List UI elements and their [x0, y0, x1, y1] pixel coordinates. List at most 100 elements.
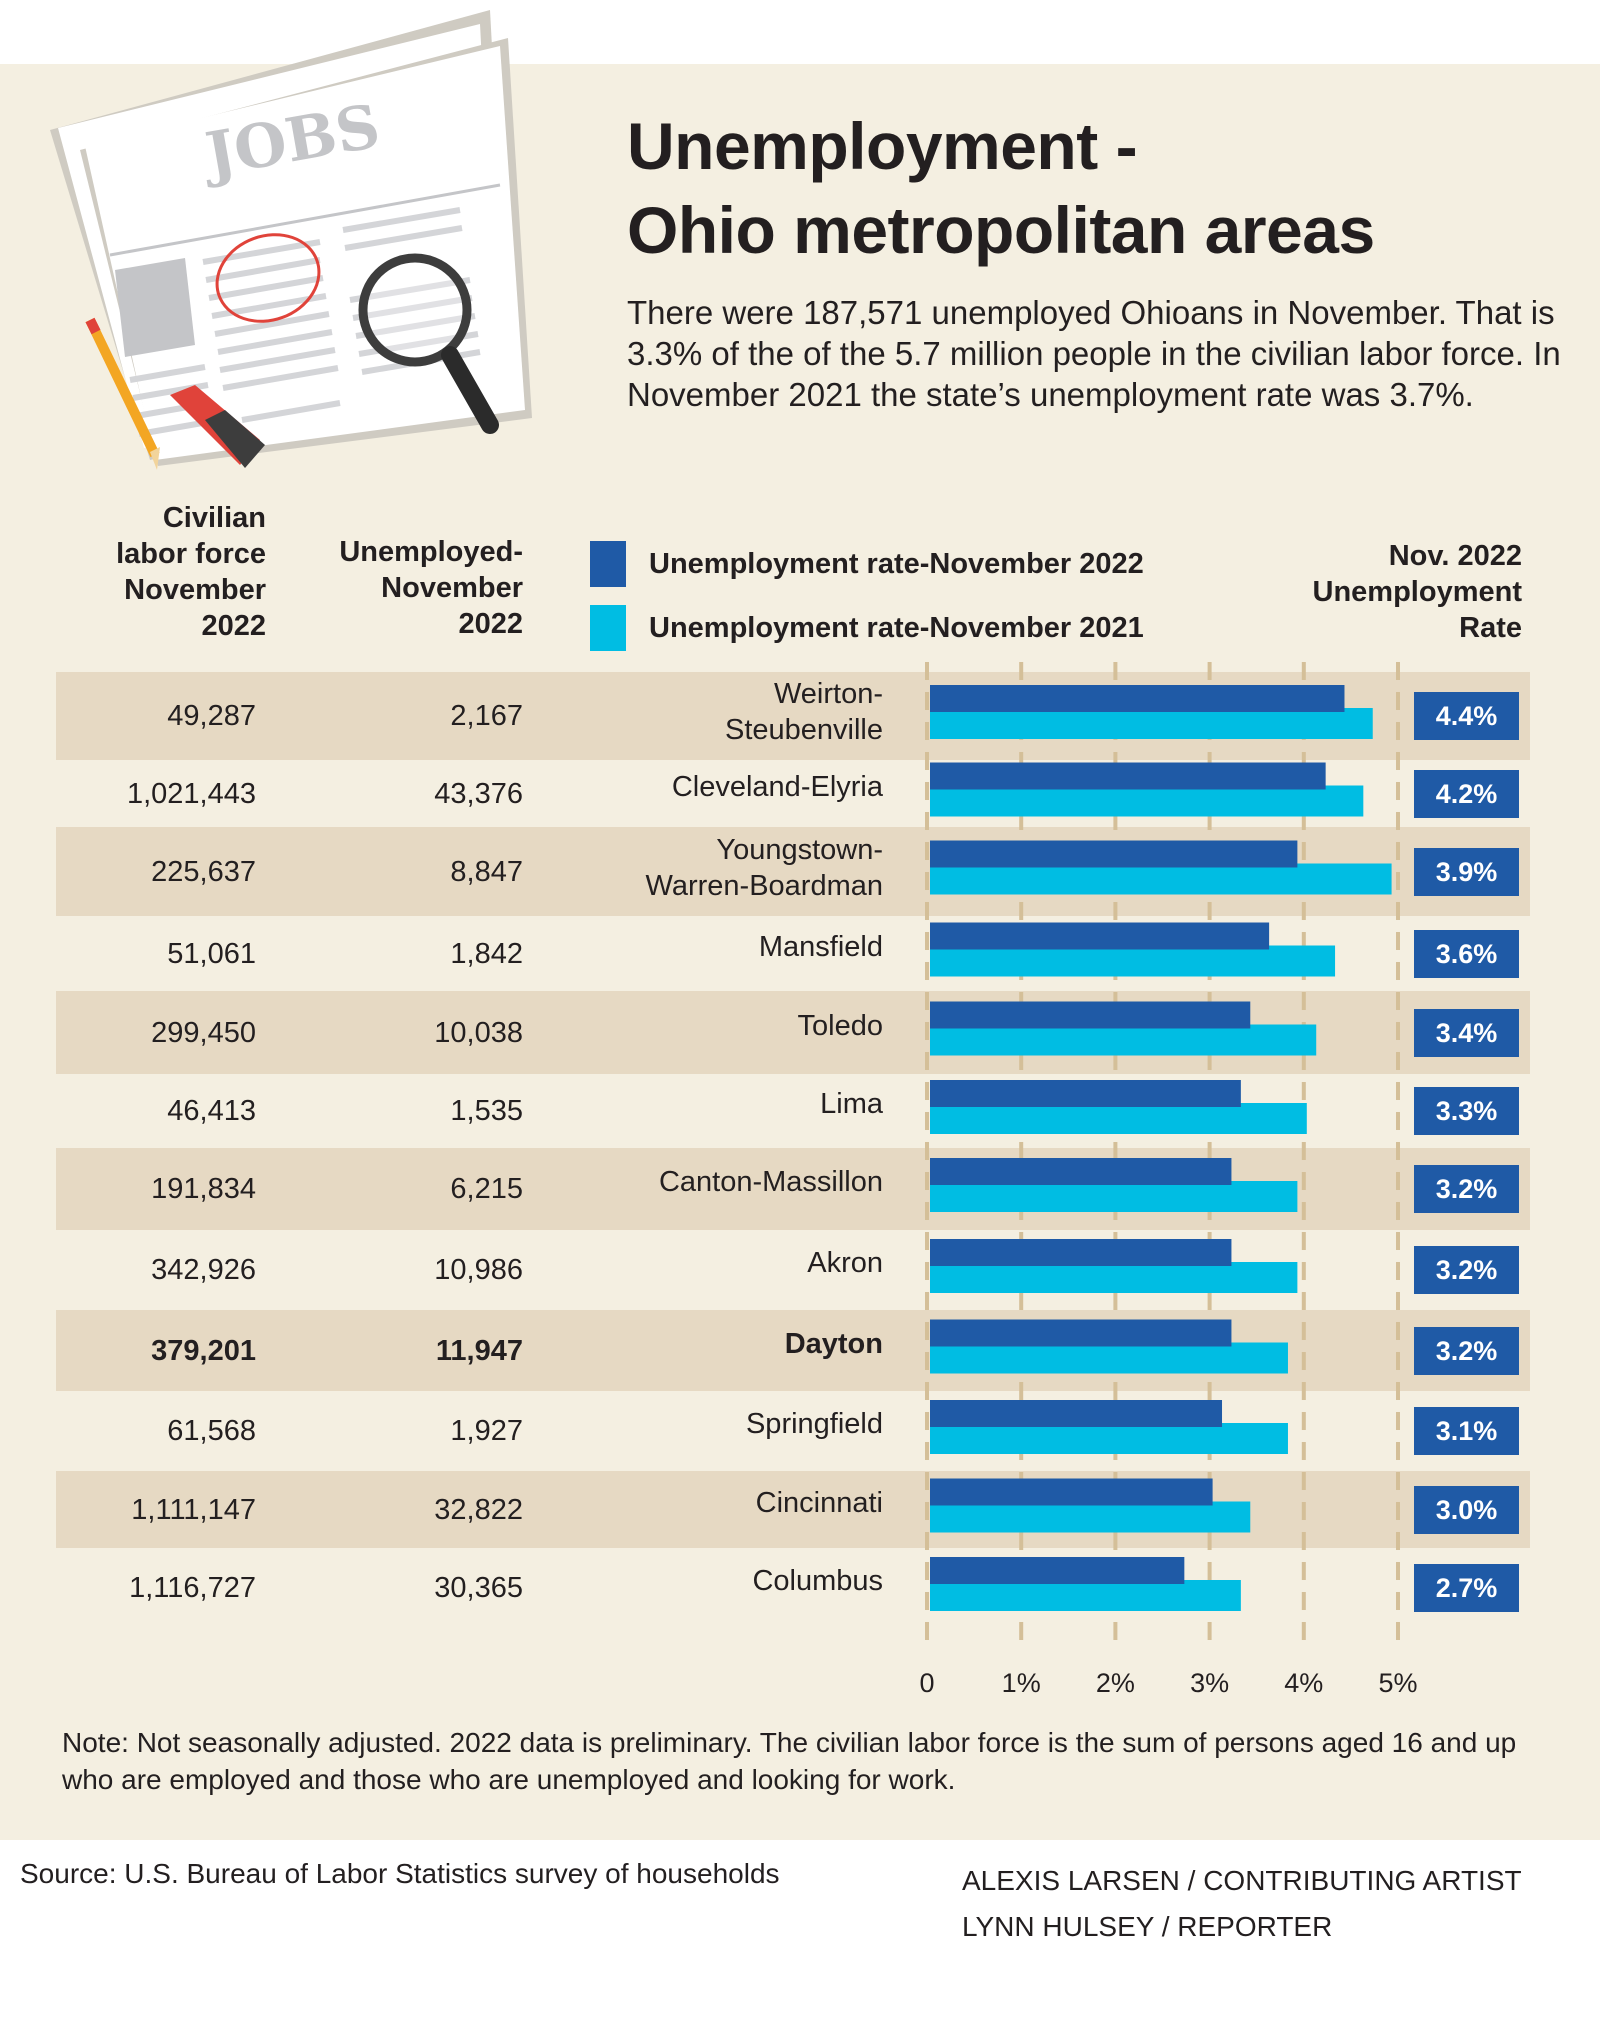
- metro-area-lines: Mansfield: [759, 929, 883, 965]
- jobs-newspaper-illustration: JOBS: [50, 10, 532, 470]
- metro-area-lines: Columbus: [752, 1563, 883, 1599]
- metro-area-lines: Weirton- Steubenville: [725, 676, 883, 748]
- legend-swatch-2021: [590, 605, 626, 651]
- rate-badge: 4.2%: [1414, 770, 1519, 818]
- metro-area-name: Cleveland-Elyria: [523, 760, 883, 827]
- x-tick-label: 2%: [1095, 1668, 1135, 1698]
- table-row: 61,568 1,927 Springfield 3.1%: [56, 1391, 1530, 1471]
- header-line: Unemployed-: [339, 536, 523, 568]
- metro-area-lines: Toledo: [798, 1008, 883, 1044]
- metro-area-lines: Springfield: [746, 1406, 883, 1442]
- header-line: Unemployment: [1312, 576, 1522, 608]
- labor-force-value: 49,287: [167, 700, 256, 732]
- metro-area-line: Cleveland-Elyria: [671, 770, 883, 803]
- marker-icon: [170, 385, 265, 468]
- rate-header: Nov. 2022 Unemployment Rate: [1230, 538, 1522, 646]
- unemployed-value: 2,167: [450, 700, 523, 732]
- unemployed-value: 32,822: [434, 1493, 523, 1526]
- metro-area-name: Springfield: [523, 1391, 883, 1471]
- artist-credit: ALEXIS LARSEN / CONTRIBUTING ARTIST: [962, 1865, 1522, 1896]
- labor-force-value: 1,116,727: [129, 1572, 256, 1604]
- source-credit: Source: U.S. Bureau of Labor Statistics …: [20, 1858, 780, 1889]
- metro-area-name: Youngstown- Warren-Boardman: [523, 827, 883, 916]
- labor-force-value: 61,568: [167, 1415, 256, 1447]
- metro-area-line: Columbus: [752, 1565, 883, 1597]
- metro-area-line: Youngstown-: [716, 833, 883, 866]
- unemployed-value: 6,215: [450, 1173, 523, 1205]
- metro-area-line: Akron: [807, 1247, 883, 1279]
- magnifying-glass-icon: [358, 253, 499, 434]
- header-line: November: [124, 574, 266, 606]
- x-tick-label: 1%: [1001, 1668, 1041, 1698]
- metro-area-line: Steubenville: [725, 714, 883, 746]
- metro-area-name: Mansfield: [523, 916, 883, 991]
- rate-badge: 3.0%: [1414, 1486, 1519, 1534]
- rate-badge: 3.6%: [1414, 930, 1519, 978]
- legend-swatch-2022: [590, 541, 626, 587]
- metro-area-lines: Akron: [807, 1245, 883, 1281]
- table-row: 51,061 1,842 Mansfield 3.6%: [56, 916, 1530, 991]
- table-row: 1,116,727 30,365 Columbus 2.7%: [56, 1548, 1530, 1628]
- table-row: 191,834 6,215 Canton-Massillon 3.2%: [56, 1148, 1530, 1230]
- metro-area-name: Columbus: [523, 1548, 883, 1628]
- table-row: 225,637 8,847 Youngstown- Warren-Boardman 3.…: [56, 827, 1530, 916]
- metro-area-lines: Lima: [820, 1086, 883, 1122]
- rate-badge: 3.1%: [1414, 1407, 1519, 1455]
- header-line: 2022: [201, 610, 266, 642]
- table-row: 1,021,443 43,376 Cleveland-Elyria 4.2%: [56, 760, 1530, 827]
- unemployed-value: 11,947: [435, 1334, 523, 1367]
- metro-area-line: Dayton: [784, 1327, 883, 1360]
- table-row: 46,413 1,535 Lima 3.3%: [56, 1074, 1530, 1148]
- byline: ALEXIS LARSEN / CONTRIBUTING ARTIST LYNN…: [962, 1858, 1522, 1950]
- labor-force-value: 342,926: [151, 1254, 256, 1286]
- header-line: Rate: [1459, 612, 1522, 644]
- red-circle-mark: [215, 233, 321, 323]
- rate-badge: 3.4%: [1414, 1009, 1519, 1057]
- rate-badge: 3.2%: [1414, 1327, 1519, 1375]
- rate-badge: 3.2%: [1414, 1246, 1519, 1294]
- labor-force-value: 379,201: [151, 1334, 256, 1367]
- metro-area-line: Warren-Boardman: [645, 869, 883, 902]
- metro-area-line: Lima: [820, 1088, 883, 1120]
- header-line: Nov. 2022: [1388, 540, 1522, 572]
- metro-area-lines: Youngstown- Warren-Boardman: [646, 832, 883, 904]
- summary-text: There were 187,571 unemployed Ohioans in…: [627, 294, 1561, 413]
- metro-area-line: Canton-Massillon: [658, 1166, 883, 1198]
- rate-badge: 4.4%: [1414, 692, 1519, 740]
- metro-area-name: Akron: [523, 1230, 883, 1310]
- metro-area-name: Dayton: [523, 1310, 883, 1391]
- metro-area-lines: Dayton: [785, 1326, 883, 1362]
- metro-area-lines: Cincinnati: [756, 1485, 883, 1521]
- labor-force-value: 46,413: [167, 1095, 256, 1127]
- metro-area-line: Mansfield: [758, 930, 883, 963]
- footnote: Note: Not seasonally adjusted. 2022 data…: [62, 1727, 1517, 1795]
- metro-area-line: Cincinnati: [755, 1486, 883, 1519]
- rate-badge: 3.3%: [1414, 1087, 1519, 1135]
- legend-label-2022: Unemployment rate-November 2022: [649, 547, 1144, 580]
- unemployed-value: 1,842: [450, 937, 523, 970]
- labor-force-value: 191,834: [151, 1173, 256, 1205]
- unemployed-value: 8,847: [450, 855, 523, 888]
- x-tick-label: 0: [919, 1668, 935, 1698]
- labor-force-value: 299,450: [151, 1016, 256, 1049]
- rate-badge: 2.7%: [1414, 1564, 1519, 1612]
- labor-force-value: 1,111,147: [131, 1493, 256, 1526]
- unemployed-value: 10,038: [434, 1016, 523, 1049]
- metro-area-lines: Cleveland-Elyria: [672, 769, 883, 805]
- unemployed-value: 1,927: [450, 1415, 523, 1447]
- table-row: 1,111,147 32,822 Cincinnati 3.0%: [56, 1471, 1530, 1548]
- labor-force-value: 225,637: [151, 855, 256, 888]
- table-row: 49,287 2,167 Weirton- Steubenville 4.4%: [56, 672, 1530, 760]
- unemployed-value: 43,376: [434, 777, 523, 810]
- pencil-icon: [85, 317, 160, 470]
- header-line: November: [381, 572, 523, 604]
- rate-badge: 3.9%: [1414, 848, 1519, 896]
- metro-area-name: Canton-Massillon: [523, 1148, 883, 1230]
- metro-area-line: Springfield: [745, 1408, 883, 1440]
- metro-area-line: Toledo: [797, 1009, 883, 1042]
- legend-item-2022: Unemployment rate-November 2022: [590, 541, 1144, 587]
- unemployed-value: 30,365: [434, 1572, 523, 1604]
- table-row: 379,201 11,947 Dayton 3.2%: [56, 1310, 1530, 1391]
- labor-force-value: 51,061: [167, 937, 256, 970]
- x-tick-label: 4%: [1284, 1668, 1324, 1698]
